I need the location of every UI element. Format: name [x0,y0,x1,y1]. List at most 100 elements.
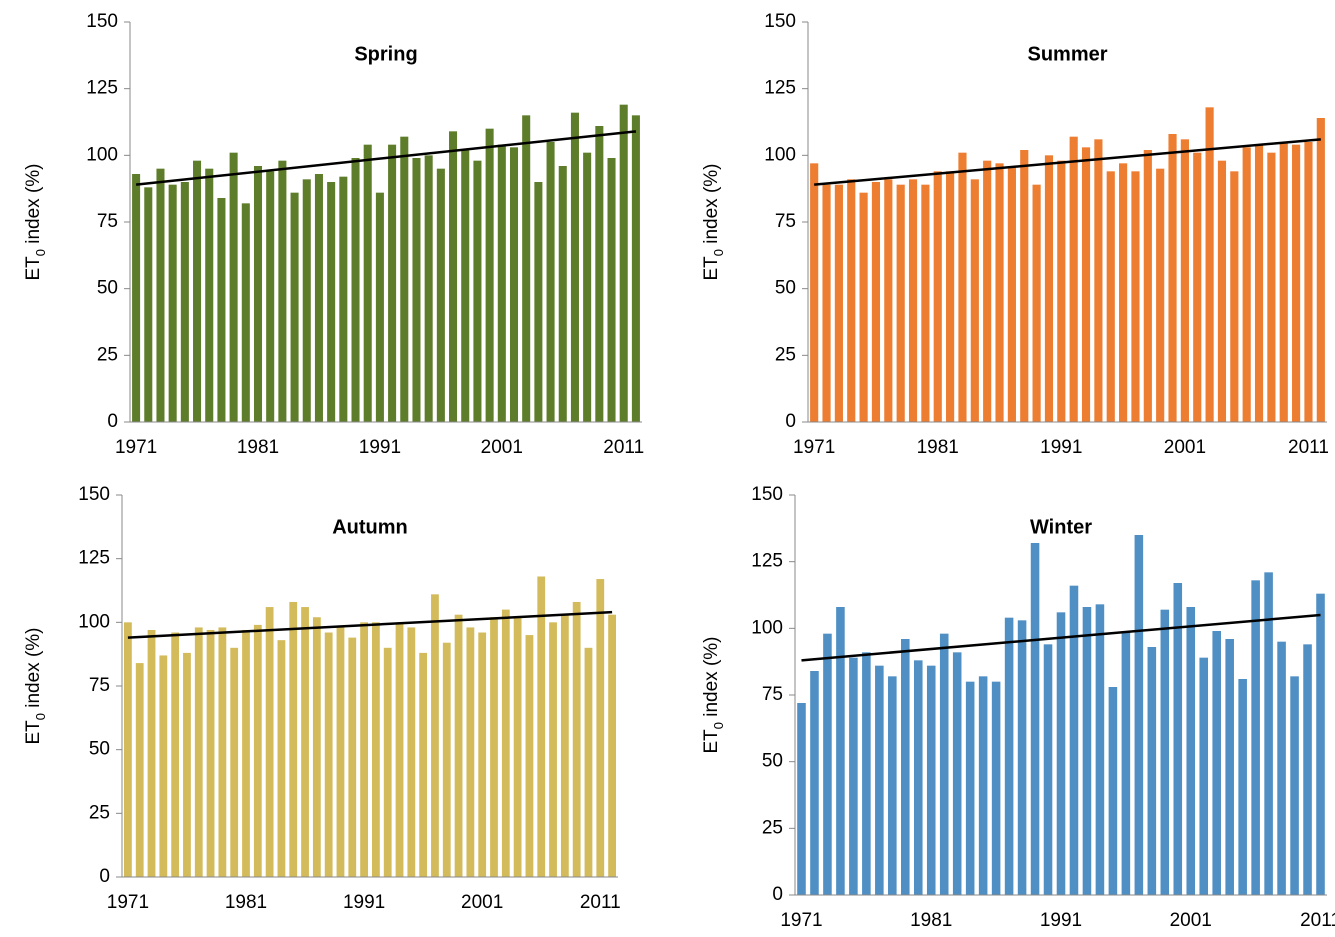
bar [424,155,433,423]
bar [193,160,202,422]
bar [933,171,942,422]
bar [822,184,831,422]
bar [1251,580,1260,895]
bar [1304,142,1313,422]
bar [314,174,323,422]
bar [537,576,546,877]
x-tick-label: 2001 [1164,437,1206,458]
bar [558,166,567,422]
bar [1160,609,1170,895]
bar [926,665,936,895]
bar [194,627,203,877]
bar [859,192,868,422]
bar [1044,155,1054,423]
bar [265,607,274,877]
y-tick-label: 50 [775,278,796,299]
x-tick-label: 1981 [917,437,959,458]
bar [896,184,905,422]
bar [560,614,569,877]
x-tick-label: 2001 [481,437,523,458]
y-tick-label: 25 [775,344,796,365]
bar [183,652,191,877]
bar [1069,136,1078,422]
y-tick-label: 100 [764,144,796,165]
x-tick-label: 2011 [1288,437,1329,458]
bar [348,637,357,877]
bar [266,171,275,422]
bar [135,663,144,877]
bar [1292,144,1301,422]
bar [1032,184,1041,422]
bar [608,614,616,877]
y-tick-label: 50 [97,278,118,299]
bar [1106,171,1115,422]
bar [253,166,263,422]
bar [875,665,884,895]
bar [1277,641,1286,895]
bar [497,144,506,422]
x-tick-label: 1991 [1040,437,1082,458]
y-tick-label: 125 [751,551,783,572]
bar [168,184,177,422]
bar [339,176,348,422]
bar [478,632,487,877]
bar [156,168,165,422]
bar [336,627,345,877]
bar [171,632,180,877]
y-tick-label: 0 [99,866,110,887]
bar [939,633,949,895]
bar [1069,585,1079,895]
bar [124,622,132,877]
bar [372,622,380,877]
bar [1156,168,1165,422]
bar [913,660,923,895]
y-tick-label: 25 [89,802,110,823]
y-axis-label: ET0 index (%) [701,163,726,280]
y-tick-label: 100 [86,144,118,165]
bar [1193,152,1202,422]
bar [375,192,384,422]
bar [958,152,967,422]
bar [1316,593,1325,895]
bar [1290,676,1299,895]
bar [1180,139,1189,423]
y-axis-label: ET0 index (%) [701,636,726,753]
y-axis-label-part: ET [701,729,722,754]
bar [289,601,298,877]
bar [1081,147,1091,423]
x-tick-label: 1981 [225,892,267,913]
bar [327,182,336,422]
bar [290,192,299,422]
bar [513,617,522,877]
bar [1134,535,1144,895]
y-axis-label-part: index (%) [701,636,722,722]
bar [436,168,445,422]
bar [1264,572,1273,895]
bar [454,614,463,877]
x-tick-label: 2011 [1300,910,1335,931]
bar [277,640,286,877]
bar [619,104,628,423]
bar [921,184,930,422]
bar [1119,163,1128,423]
bar [442,642,451,877]
bar [849,657,858,895]
bar [363,144,372,422]
trend-line [801,613,1321,662]
bar [400,136,409,422]
bar [431,594,439,877]
y-axis-label-part: ET [701,256,722,281]
y-tick-label: 150 [86,11,118,32]
bar [461,150,470,422]
bar [1279,142,1288,422]
y-tick-label: 100 [78,611,110,632]
y-tick-label: 150 [751,484,783,505]
bar [810,671,819,895]
bar [388,144,397,422]
bar [596,579,605,877]
bar [847,179,856,422]
bar [1173,583,1183,895]
bar [797,703,806,895]
y-tick-label: 75 [762,684,783,705]
